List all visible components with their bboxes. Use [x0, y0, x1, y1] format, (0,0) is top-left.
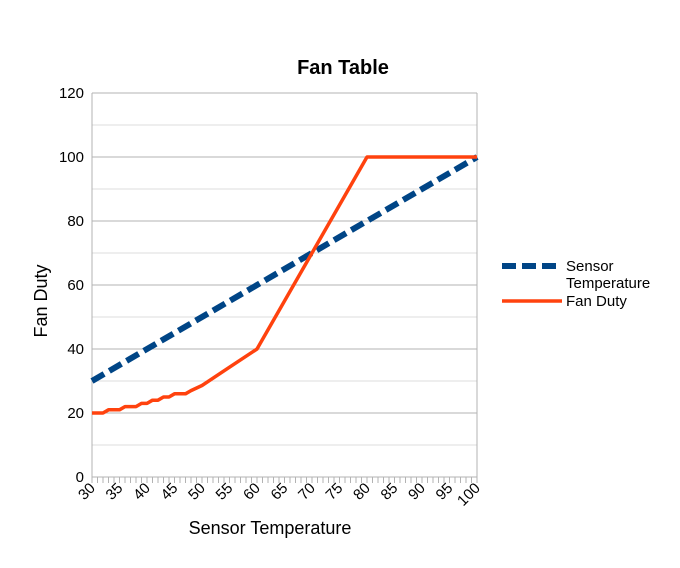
gridlines	[92, 92, 477, 478]
x-tick-label: 60	[240, 480, 264, 504]
legend-label-line: Sensor	[566, 258, 614, 275]
legend-label-0: Sensor Temperature	[566, 258, 650, 292]
series-line-1	[92, 155, 477, 415]
y-tick-label: 100	[59, 149, 84, 166]
y-axis-label: Fan Duty	[31, 264, 51, 337]
x-tick-label: 100	[454, 480, 484, 510]
y-tick-label: 80	[67, 213, 84, 230]
x-tick-label: 95	[433, 480, 457, 504]
x-tick-label: 80	[350, 480, 374, 504]
x-tick-label: 55	[213, 480, 237, 504]
y-tick-label: 20	[67, 405, 84, 422]
x-tick-label: 35	[103, 480, 127, 504]
y-axis-tick-labels: 0 20 40 60 80 100 120	[59, 85, 84, 486]
legend-label-1: Fan Duty	[566, 293, 627, 310]
x-tick-label: 50	[185, 480, 209, 504]
y-tick-label: 60	[67, 277, 84, 294]
x-tick-label: 85	[378, 480, 402, 504]
series-line-0	[90, 154, 479, 384]
legend-label-line: Temperature	[566, 275, 650, 292]
y-tick-label: 40	[67, 341, 84, 358]
x-tick-label: 65	[268, 480, 292, 504]
series-group	[90, 154, 479, 415]
axes	[91, 93, 478, 483]
x-tick-label: 90	[405, 480, 429, 504]
x-tick-label: 45	[158, 480, 182, 504]
y-tick-label: 0	[76, 469, 84, 486]
x-tick-label: 75	[323, 480, 347, 504]
chart-title: Fan Table	[297, 57, 389, 79]
legend-label-line: Fan Duty	[566, 293, 627, 310]
x-tick-label: 70	[295, 480, 319, 504]
x-tick-label: 40	[130, 480, 154, 504]
y-tick-label: 120	[59, 85, 84, 102]
x-axis-label: Sensor Temperature	[189, 518, 352, 538]
